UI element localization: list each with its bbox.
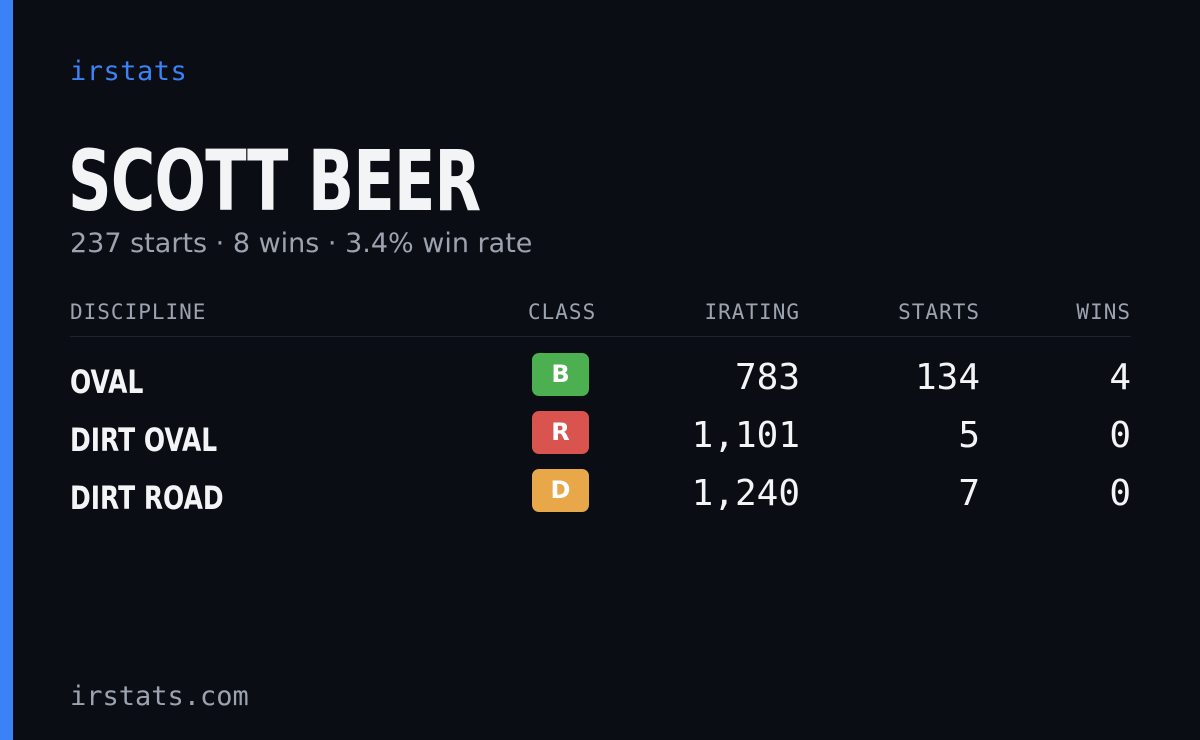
table-row: DIRT ROAD D 1,240 7 0 (70, 453, 1131, 517)
header-irating: IRATING (704, 300, 800, 324)
header-class: CLASS (528, 300, 597, 324)
table-header: DISCIPLINE CLASS IRATING STARTS WINS (70, 296, 1131, 337)
discipline-cell: DIRT OVAL (70, 421, 218, 459)
footer-url[interactable]: irstats.com (70, 681, 249, 712)
table-row: DIRT OVAL R 1,101 5 0 (70, 395, 1131, 459)
class-badge: R (532, 411, 589, 454)
accent-bar (0, 0, 13, 740)
header-starts: STARTS (898, 300, 980, 324)
wins-cell: 0 (1109, 415, 1131, 456)
table-row: OVAL B 783 134 4 (70, 337, 1131, 401)
driver-summary: 237 starts · 8 wins · 3.4% win rate (70, 228, 533, 259)
wins-cell: 4 (1109, 357, 1131, 398)
irating-cell: 1,240 (691, 473, 800, 514)
irating-cell: 1,101 (691, 415, 800, 456)
header-discipline: DISCIPLINE (70, 300, 207, 324)
starts-cell: 134 (914, 357, 980, 398)
starts-cell: 7 (958, 473, 980, 514)
class-badge: D (532, 469, 589, 512)
starts-cell: 5 (958, 415, 980, 456)
discipline-cell: DIRT ROAD (70, 479, 224, 517)
irating-cell: 783 (734, 357, 800, 398)
header-wins: WINS (1076, 300, 1131, 324)
wins-cell: 0 (1109, 473, 1131, 514)
stats-table: DISCIPLINE CLASS IRATING STARTS WINS OVA… (70, 296, 1131, 517)
class-badge: B (532, 353, 589, 396)
brand-logo[interactable]: irstats (70, 56, 188, 87)
driver-name: SCOTT BEER (68, 132, 481, 230)
discipline-cell: OVAL (70, 363, 144, 401)
